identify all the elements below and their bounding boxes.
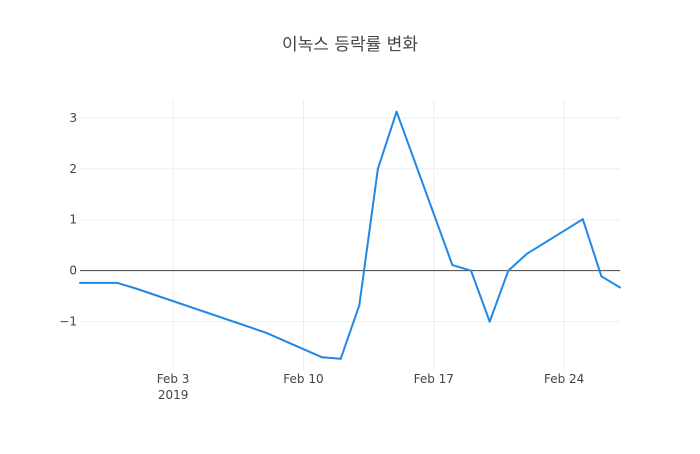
data-point: [600, 275, 603, 278]
y-tick-label: −1: [59, 315, 77, 329]
data-point: [321, 356, 324, 359]
x-tick-label: Feb 24: [544, 372, 584, 386]
data-point: [581, 218, 584, 221]
data-point: [470, 269, 473, 272]
x-tick-label: Feb 3: [157, 372, 190, 386]
data-point: [395, 110, 398, 113]
grid-lines: [80, 100, 620, 370]
data-point: [79, 281, 81, 284]
x-tick-labels: Feb 3 2019 Feb 10 Feb 17 Feb 24: [157, 372, 585, 402]
data-point: [358, 304, 361, 307]
y-tick-label: 1: [69, 213, 77, 227]
x-tick-label: Feb 17: [414, 372, 454, 386]
y-tick-label: 2: [69, 162, 77, 176]
data-point: [116, 281, 119, 284]
data-point: [507, 269, 510, 272]
y-tick-label: 0: [69, 264, 77, 278]
x-tick-year-label: 2019: [158, 388, 189, 402]
series-group: [79, 110, 621, 360]
x-tick-label: Feb 10: [283, 372, 323, 386]
data-point: [134, 287, 137, 290]
y-tick-labels: 3 2 1 0 −1: [59, 111, 77, 329]
y-tick-label: 3: [69, 111, 77, 125]
chart-title: 이녹스 등락률 변화: [282, 35, 418, 55]
data-point: [339, 357, 342, 360]
data-point: [265, 331, 268, 334]
data-point: [619, 286, 621, 289]
data-point: [376, 167, 379, 170]
data-point: [451, 264, 454, 267]
data-point: [525, 252, 528, 255]
data-point: [488, 320, 491, 323]
